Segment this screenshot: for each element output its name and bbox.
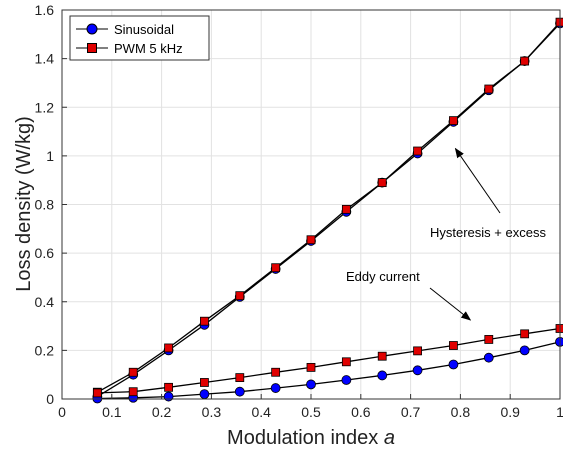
data-point [377,370,388,381]
data-point [306,235,316,245]
x-tick-label: 0.6 [351,404,371,420]
annotation-eddy-current: Eddy current [346,269,472,321]
label-eddy-current: Eddy current [346,269,420,284]
y-tick-label: 1.2 [35,99,55,115]
y-tick-label: 0.2 [35,342,55,358]
data-point [413,146,422,156]
data-point [128,367,138,377]
data-point [341,204,351,214]
arrow-hysteresis-excess [454,147,501,214]
data-point [520,56,530,66]
x-tick-label: 1 [556,404,563,420]
x-tick-label: 0.3 [202,404,222,420]
data-point [200,378,209,387]
data-point [484,335,494,344]
annotation-hysteresis-excess: Hysteresis + excess [430,147,546,240]
legend-marker-sinusoidal [86,23,98,35]
y-tick-label: 0 [46,391,54,407]
data-point [306,379,316,390]
data-point [234,386,245,397]
legend-marker-pwm [87,43,97,53]
legend: Sinusoidal PWM 5 kHz [69,15,210,61]
data-point [200,316,209,326]
x-axis-title-text: Modulation index [227,427,378,449]
data-point [235,291,245,301]
series-eddy-current-pwm-5-khz [92,324,563,398]
y-tick-label: 1.6 [35,2,55,18]
data-point [341,375,352,385]
data-point [270,383,281,393]
data-point [520,329,530,339]
series-line [97,341,561,400]
data-point [448,359,459,370]
x-tick-label: 0.5 [301,404,321,420]
series-line [97,327,561,394]
data-point [377,351,387,361]
data-point [271,263,281,273]
series-group [92,17,563,404]
data-point [377,178,387,188]
data-point [555,336,563,347]
arrow-eddy-current [429,287,472,321]
grid [62,10,560,399]
y-tick-label: 1.4 [35,51,55,67]
x-axis-title-variable: a [384,427,395,449]
x-axis-title: Modulation index a [227,427,395,449]
y-tick-label: 0.4 [35,294,55,310]
axis-ticks: 0 0.1 0.2 0.3 0.4 0.5 0.6 0.7 0.8 0.9 1 0 0.2 0.4 0.6 0… [35,2,563,420]
data-point [306,362,316,372]
data-point [92,388,102,398]
data-point [341,357,351,367]
data-point [449,116,458,126]
y-axis-title: Loss density (W/kg) [13,116,35,292]
x-tick-label: 0.8 [451,404,471,420]
y-tick-label: 1 [46,148,54,164]
data-point [483,352,494,363]
x-tick-label: 0.7 [401,404,421,420]
legend-label-pwm: PWM 5 kHz [114,41,183,56]
data-point [449,341,458,350]
data-point [128,387,138,397]
x-tick-label: 0.4 [251,404,271,420]
series-line [97,22,561,398]
label-hysteresis-excess: Hysteresis + excess [430,225,546,240]
x-tick-label: 0.2 [152,404,172,420]
data-point [413,346,422,356]
series-hysteresis-excess-pwm-5-khz [92,17,563,397]
series-line [97,21,561,393]
data-point [484,84,494,94]
data-point [164,382,173,392]
data-point [163,391,174,402]
data-point [164,343,173,353]
y-tick-label: 0.8 [35,197,55,213]
data-point [412,365,423,376]
y-tick-label: 0.6 [35,245,55,261]
data-point [271,367,281,377]
x-tick-label: 0 [58,404,66,420]
x-tick-label: 0.9 [500,404,520,420]
legend-label-sinusoidal: Sinusoidal [114,22,174,37]
x-tick-label: 0.1 [102,404,122,420]
data-point [199,389,210,400]
data-point [519,345,530,356]
data-point [235,373,245,383]
